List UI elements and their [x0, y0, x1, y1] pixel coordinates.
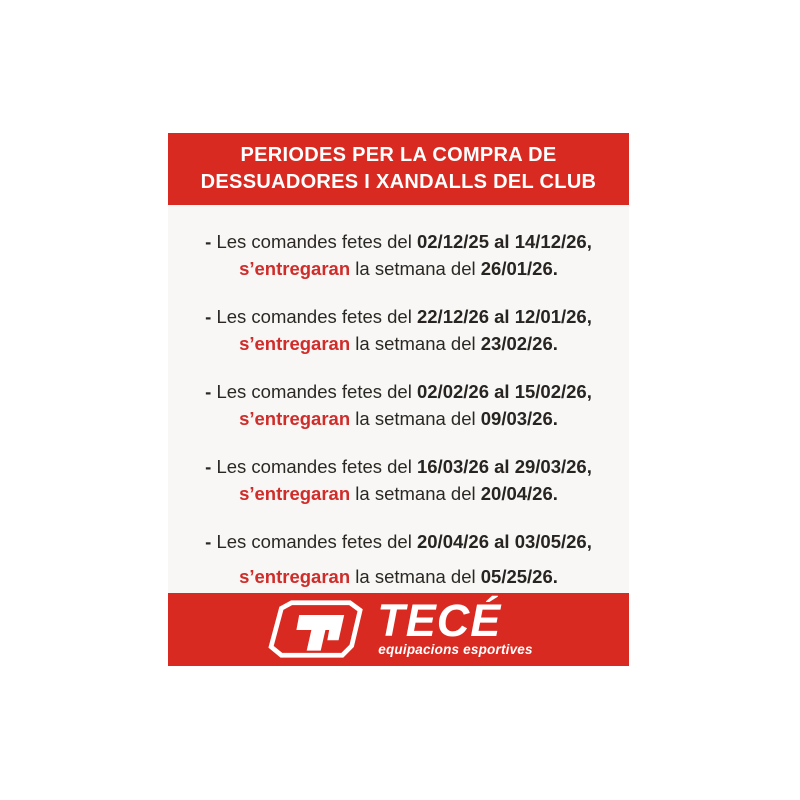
delivery-keyword: s’entregaran: [239, 566, 351, 587]
order-line: - Les comandes fetes del 02/02/26 al 15/…: [174, 378, 623, 405]
order-date-range: 16/03/26 al 29/03/26,: [416, 456, 592, 477]
delivery-mid-text: la setmana del: [355, 483, 476, 504]
notice-header: PERIODES PER LA COMPRA DE DESSUADORES I …: [168, 133, 629, 205]
delivery-week-date: 20/04/26.: [480, 483, 558, 504]
schedule-list: - Les comandes fetes del 02/12/25 al 14/…: [168, 205, 629, 593]
schedule-item: - Les comandes fetes del 22/12/26 al 12/…: [174, 303, 623, 357]
delivery-mid-text: la setmana del: [355, 258, 476, 279]
delivery-line: s’entregaran la setmana del 05/25/26.: [174, 563, 623, 590]
delivery-keyword: s’entregaran: [239, 258, 351, 279]
notice-footer: TECÉ equipacions esportives: [168, 593, 629, 666]
order-lead-text: Les comandes fetes del: [216, 381, 412, 402]
header-title-line1: PERIODES PER LA COMPRA DE: [240, 144, 557, 166]
schedule-item: - Les comandes fetes del 02/02/26 al 15/…: [174, 378, 623, 432]
delivery-week-date: 09/03/26.: [480, 408, 558, 429]
notice-card: PERIODES PER LA COMPRA DE DESSUADORES I …: [168, 133, 629, 666]
delivery-keyword: s’entregaran: [239, 333, 351, 354]
order-lead-text: Les comandes fetes del: [216, 231, 412, 252]
order-date-range: 22/12/26 al 12/01/26,: [416, 306, 592, 327]
delivery-line: s’entregaran la setmana del 26/01/26.: [174, 255, 623, 282]
schedule-item: - Les comandes fetes del 16/03/26 al 29/…: [174, 453, 623, 507]
item-dash: -: [205, 231, 212, 252]
order-date-range: 20/04/26 al 03/05/26,: [416, 531, 592, 552]
item-dash: -: [205, 381, 212, 402]
delivery-keyword: s’entregaran: [239, 483, 351, 504]
order-lead-text: Les comandes fetes del: [216, 306, 412, 327]
order-date-range: 02/12/25 al 14/12/26,: [416, 231, 592, 252]
order-line: - Les comandes fetes del 02/12/25 al 14/…: [174, 228, 623, 255]
order-date-range: 02/02/26 al 15/02/26,: [416, 381, 592, 402]
item-dash: -: [205, 456, 212, 477]
delivery-keyword: s’entregaran: [239, 408, 351, 429]
order-line: - Les comandes fetes del 16/03/26 al 29/…: [174, 453, 623, 480]
schedule-item: - Les comandes fetes del 02/12/25 al 14/…: [174, 228, 623, 282]
brand-block: TECÉ equipacions esportives: [377, 595, 533, 657]
item-dash: -: [205, 306, 212, 327]
order-line: - Les comandes fetes del 20/04/26 al 03/…: [174, 528, 623, 555]
brand-tagline: equipacions esportives: [378, 641, 533, 657]
delivery-mid-text: la setmana del: [355, 408, 476, 429]
delivery-line: s’entregaran la setmana del 20/04/26.: [174, 480, 623, 507]
schedule-item: - Les comandes fetes del 20/04/26 al 03/…: [174, 528, 623, 590]
delivery-week-date: 26/01/26.: [480, 258, 558, 279]
order-lead-text: Les comandes fetes del: [216, 531, 412, 552]
tece-logo: TECÉ equipacions esportives: [264, 595, 533, 659]
order-lead-text: Les comandes fetes del: [216, 456, 412, 477]
delivery-mid-text: la setmana del: [355, 566, 476, 587]
tece-badge-icon: [268, 599, 364, 658]
header-title-line2: DESSUADORES I XANDALLS DEL CLUB: [200, 171, 597, 193]
delivery-week-date: 23/02/26.: [480, 333, 558, 354]
order-line: - Les comandes fetes del 22/12/26 al 12/…: [174, 303, 623, 330]
delivery-week-date: 05/25/26.: [480, 566, 558, 587]
brand-name: TECÉ: [377, 595, 502, 647]
delivery-mid-text: la setmana del: [355, 333, 476, 354]
delivery-line: s’entregaran la setmana del 23/02/26.: [174, 330, 623, 357]
delivery-line: s’entregaran la setmana del 09/03/26.: [174, 405, 623, 432]
item-dash: -: [205, 531, 212, 552]
